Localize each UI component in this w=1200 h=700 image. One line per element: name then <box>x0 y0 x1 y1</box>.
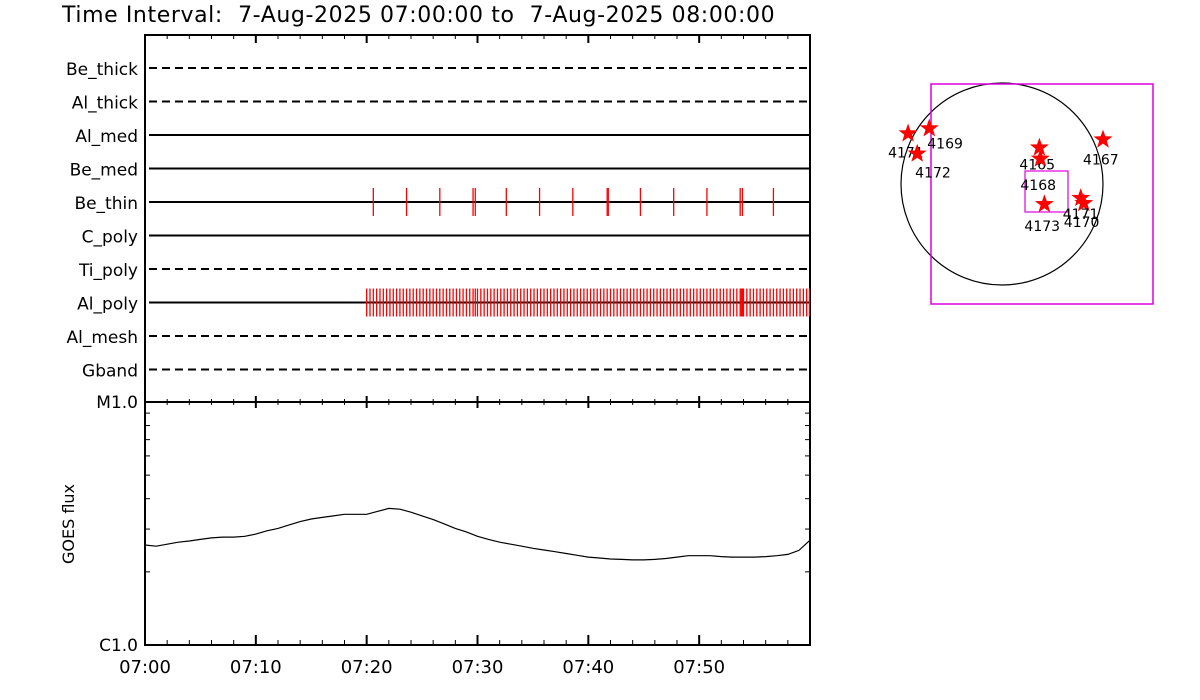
filter-label: Ti_poly <box>78 261 138 281</box>
ar-number-label: 4168 <box>1020 178 1056 194</box>
goes-y-bottom-label: C1.0 <box>99 636 138 656</box>
goes-flux-curve <box>144 507 811 561</box>
ar-number-label: 4171 <box>1063 207 1099 223</box>
plot-title: Time Interval: 7-Aug-2025 07:00:00 to 7-… <box>62 3 776 28</box>
ar-number-label: 4172 <box>915 166 951 182</box>
ar-star-marker <box>907 143 927 162</box>
goes-x-label: 07:50 <box>673 657 725 678</box>
ar-number-label: 4165 <box>1019 158 1055 174</box>
filter-label: Gband <box>82 362 138 382</box>
filter-label: Al_poly <box>77 295 138 315</box>
ar-star-marker <box>919 118 939 137</box>
ar-number-label: 4169 <box>927 136 963 152</box>
ar-star-marker <box>1071 188 1091 207</box>
field-of-view-box <box>930 83 1154 305</box>
filter-label: Be_thick <box>66 60 138 80</box>
ar-star-marker <box>1030 148 1050 167</box>
ar-star-marker <box>1029 137 1049 156</box>
ar-star-marker <box>898 123 918 142</box>
ar-star-marker <box>1034 194 1054 213</box>
goes-frame <box>144 401 811 646</box>
ar-number-label: 4167 <box>1083 153 1119 169</box>
ar-number-label: 4173 <box>1024 219 1060 235</box>
ar-star-marker <box>1093 129 1113 148</box>
filter-label: Be_med <box>70 161 138 181</box>
goes-x-label: 07:00 <box>119 657 171 678</box>
timeline-frame <box>144 34 811 403</box>
filter-label: Al_mesh <box>66 328 138 348</box>
filter-label: Al_med <box>75 127 138 147</box>
goes-x-label: 07:30 <box>452 657 504 678</box>
goes-y-axis-label: GOES flux <box>59 484 78 564</box>
goes-flux-panel: M1.0 C1.0 GOES flux 07:00 07:10 07:20 07:30 07:… <box>59 393 811 678</box>
goes-x-label: 07:10 <box>230 657 282 678</box>
filter-label: Al_thick <box>72 94 138 114</box>
solar-limb <box>900 82 1104 286</box>
filter-label: Be_thin <box>74 194 138 214</box>
zoom-fov-box <box>1024 170 1069 213</box>
goes-x-label: 07:40 <box>562 657 614 678</box>
filter-timeline-panel: Be_thick Al_thick Al_med Be_med Be_thin C_pol… <box>66 34 811 403</box>
filter-label: C_poly <box>82 228 138 248</box>
goes-y-top-label: M1.0 <box>96 393 138 413</box>
ar-number-label: 4170 <box>1064 215 1100 231</box>
goes-x-label: 07:20 <box>341 657 393 678</box>
